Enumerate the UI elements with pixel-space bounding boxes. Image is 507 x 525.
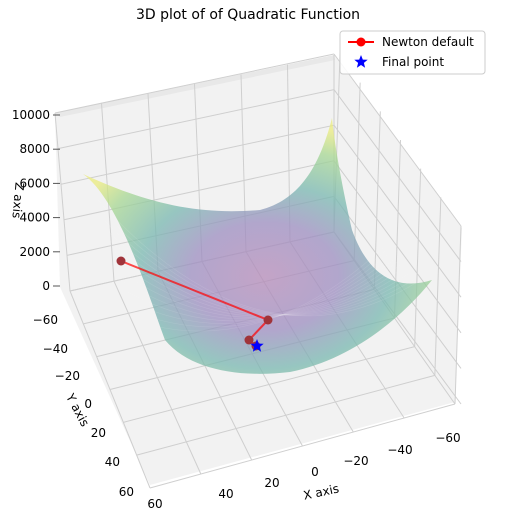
grid-line-wall bbox=[414, 168, 422, 347]
legend-label-final: Final point bbox=[382, 55, 444, 69]
grid-line-z bbox=[57, 89, 335, 150]
z-axis-ticks: 10000 8000 6000 4000 2000 0 bbox=[12, 108, 60, 293]
y-tick-label: 60 bbox=[119, 485, 134, 499]
grid-line-z bbox=[54, 53, 335, 114]
grid-line-wall bbox=[54, 112, 71, 292]
y-tick-label: −60 bbox=[33, 313, 58, 327]
surface-plot bbox=[83, 118, 432, 374]
x-tick-label: −40 bbox=[387, 443, 412, 457]
grid-line-z bbox=[333, 160, 462, 334]
grid-line-y bbox=[136, 374, 435, 456]
y-tick-label: −40 bbox=[43, 342, 68, 356]
grid-line-z bbox=[63, 160, 335, 221]
grid-line-y bbox=[149, 403, 456, 489]
quadratic-surface bbox=[83, 118, 432, 374]
x-axis-ticks: 60 40 20 0 −20 −40 −60 bbox=[147, 431, 460, 511]
mesh-line bbox=[120, 259, 395, 320]
legend-marker-final bbox=[354, 55, 368, 68]
z-tick-label: 2000 bbox=[19, 245, 50, 259]
newton-point bbox=[244, 335, 254, 345]
y-tick-label: 40 bbox=[105, 455, 120, 469]
newton-point bbox=[263, 315, 273, 325]
grid-line-z bbox=[60, 124, 335, 185]
mesh-line bbox=[100, 209, 415, 316]
final-point-star bbox=[250, 339, 264, 352]
grid-line-wall bbox=[434, 197, 442, 376]
z-axis-label: Z axis bbox=[9, 182, 26, 219]
series-layer bbox=[116, 256, 273, 352]
grid-line-wall bbox=[454, 225, 462, 405]
legend-box bbox=[339, 30, 486, 75]
y-axis-ticks: −60 −40 −20 0 20 40 60 bbox=[33, 313, 134, 499]
chart-title: 3D plot of of Quadratic Function bbox=[136, 7, 360, 23]
z-tick-label: 0 bbox=[42, 279, 50, 293]
z-tick-label: 8000 bbox=[19, 142, 50, 156]
x-tick-label: 40 bbox=[218, 487, 233, 501]
legend: Newton default Final point bbox=[339, 30, 486, 75]
mesh-line bbox=[109, 239, 406, 316]
mesh-line bbox=[97, 199, 418, 317]
x-tick-label: 60 bbox=[147, 497, 162, 511]
mesh-line bbox=[111, 249, 404, 316]
x-tick-label: 0 bbox=[311, 465, 319, 479]
x-axis-label: X axis bbox=[302, 481, 340, 502]
newton-path-line bbox=[120, 260, 270, 347]
mesh-line bbox=[123, 256, 392, 322]
surface-mesh bbox=[97, 199, 418, 332]
legend-marker-newton bbox=[356, 37, 366, 47]
mesh-line bbox=[126, 253, 389, 324]
mesh-line bbox=[106, 229, 409, 316]
newton-point bbox=[116, 256, 126, 266]
x-tick-label: −60 bbox=[435, 431, 460, 445]
mesh-line bbox=[132, 247, 384, 332]
grid-line-wall bbox=[373, 111, 381, 290]
z-tick-label: 4000 bbox=[19, 211, 50, 225]
z-tick-label: 10000 bbox=[12, 108, 50, 122]
grid-line-z bbox=[333, 53, 462, 227]
grid-line-z bbox=[333, 89, 462, 262]
z-tick-label: 6000 bbox=[19, 176, 50, 190]
mesh-line bbox=[129, 250, 386, 328]
grid-line-z bbox=[333, 124, 462, 298]
y-tick-label: 20 bbox=[91, 426, 106, 440]
x-tick-label: −20 bbox=[343, 454, 368, 468]
legend-label-newton: Newton default bbox=[382, 35, 474, 49]
y-tick-label: 0 bbox=[84, 397, 92, 411]
y-tick-label: −20 bbox=[55, 369, 80, 383]
mesh-line bbox=[103, 219, 412, 316]
x-tick-label: 20 bbox=[264, 476, 279, 490]
grid-line-wall bbox=[353, 82, 361, 261]
